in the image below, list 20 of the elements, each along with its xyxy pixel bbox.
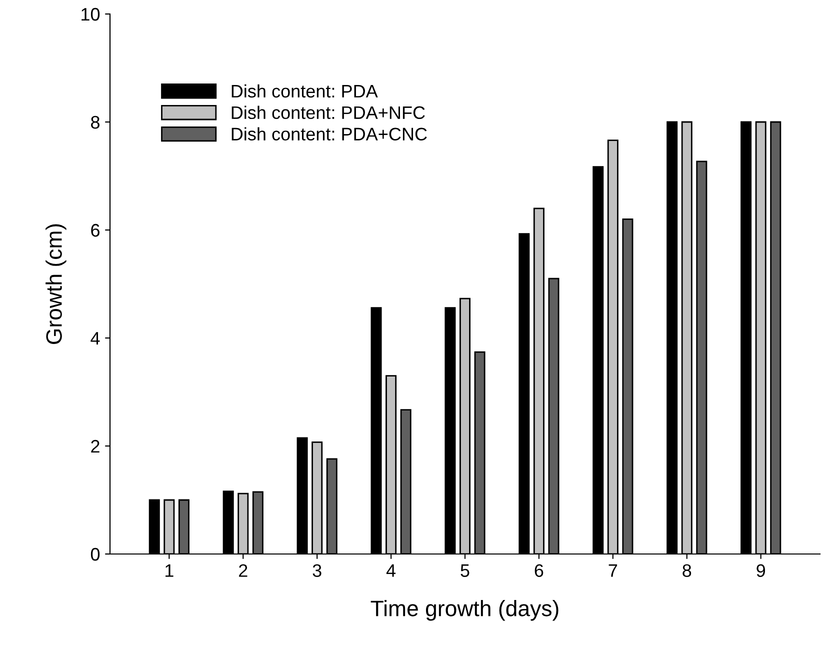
y-axis-title: Growth (cm) (46, 224, 66, 344)
x-tick-label: 4 (386, 564, 396, 577)
legend-label: Dish content: PDA (232, 84, 378, 98)
y-tick-label: 10 (82, 8, 100, 21)
x-tick-label: 9 (756, 564, 765, 577)
y-tick-label: 0 (90, 548, 100, 561)
x-tick-label: 2 (239, 564, 248, 577)
y-tick-label: 6 (91, 224, 100, 237)
x-tick-label: 6 (534, 564, 544, 577)
x-tick-label: 5 (460, 564, 470, 577)
x-tick-label: 3 (312, 564, 322, 577)
y-tick-label: 4 (90, 332, 100, 345)
y-tick-label: 2 (91, 440, 100, 453)
y-tick-label: 8 (91, 116, 100, 129)
x-axis-title: Time growth (days) (370, 600, 558, 621)
legend-label: Dish content: PDA+CNC (232, 127, 427, 140)
x-tick-label: 8 (682, 564, 692, 577)
x-tick-label: 7 (608, 564, 618, 577)
x-tick-label: 1 (166, 564, 174, 577)
legend-label: Dish content: PDA+NFC (232, 106, 425, 120)
